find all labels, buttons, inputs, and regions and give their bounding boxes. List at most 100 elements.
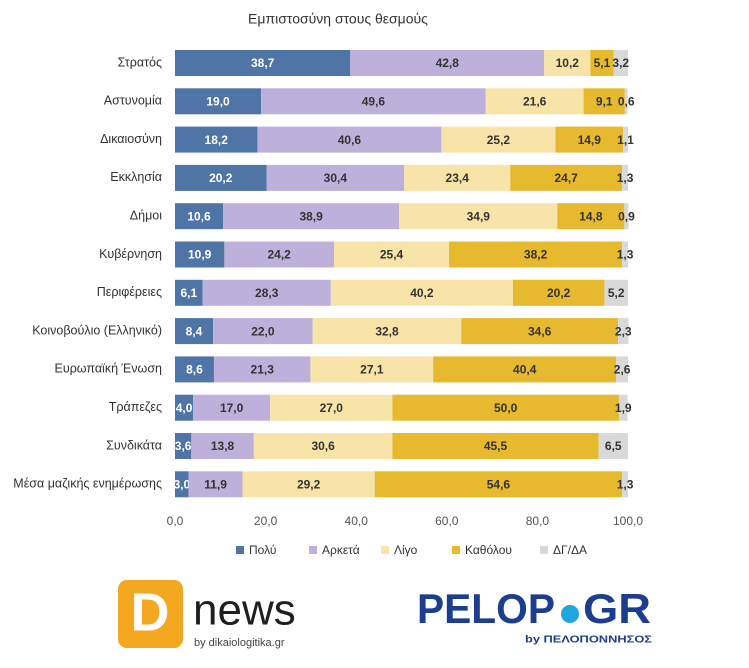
bar-segment (253, 433, 393, 459)
pelop-sub: by ΠΕΛΟΠΟΝΝΗΣΟΣ (525, 635, 652, 646)
bar-segment (257, 126, 442, 153)
bar-segment (175, 279, 203, 306)
chart-title: Εμπιστοσύνη στους θεσμούς (248, 11, 428, 27)
value-label: 24,2 (268, 248, 292, 262)
value-label: 49,6 (362, 94, 386, 108)
x-tick-label: 0,0 (167, 514, 184, 528)
value-label: 27,1 (360, 363, 384, 377)
value-label: 10,9 (188, 248, 212, 262)
y-tick-label: Αστυνομία (104, 94, 162, 108)
x-tick-label: 40,0 (345, 514, 369, 528)
x-tick-label: 100,0 (613, 514, 643, 528)
value-label: 14,9 (578, 133, 602, 147)
value-label: 6,1 (180, 286, 197, 300)
x-tick-label: 60,0 (435, 514, 459, 528)
value-label: 21,6 (523, 94, 547, 108)
bar-segment (622, 164, 628, 191)
value-label: 38,2 (524, 248, 548, 262)
value-label: 30,4 (324, 171, 348, 185)
value-label: 27,0 (320, 401, 344, 415)
value-label: 23,4 (446, 171, 470, 185)
bar-segment (485, 88, 584, 115)
value-label: 20,2 (209, 171, 233, 185)
y-tick-label: Μέσα μαζικής ενημέρωσης (13, 477, 162, 491)
bar-segment (613, 50, 628, 76)
value-label: 25,4 (380, 248, 404, 262)
bar-segment (330, 279, 513, 306)
value-label: 2,6 (614, 363, 631, 377)
value-label: 40,6 (338, 133, 362, 147)
bar-segment (193, 394, 271, 421)
value-label: 42,8 (436, 56, 460, 70)
bar-segment (374, 471, 623, 498)
bar-segment (399, 203, 558, 230)
legend-label: Πολύ (249, 543, 276, 557)
bar-segment (175, 50, 351, 76)
bar-segment (175, 318, 214, 345)
bar-segment (598, 433, 628, 459)
bar-segment (616, 356, 628, 383)
value-label: 54,6 (487, 477, 511, 491)
bar-segment (433, 356, 617, 383)
bar-segment (624, 88, 628, 115)
value-label: 40,2 (410, 286, 434, 300)
value-label: 29,2 (297, 477, 321, 491)
dnews-icon: D (131, 582, 170, 642)
bar-segment (223, 203, 400, 230)
bar-segment (622, 471, 628, 498)
value-label: 3,2 (612, 56, 629, 70)
bar-segment (622, 241, 628, 268)
legend-label: Αρκετά (322, 543, 360, 557)
pelop-left: PELOP (417, 585, 555, 632)
bar-segment (623, 126, 628, 153)
y-tick-label: Δήμοι (130, 208, 162, 222)
bar-segment (270, 394, 393, 421)
value-label: 5,1 (594, 56, 611, 70)
bar-segment (175, 164, 267, 191)
y-tick-label: Στρατός (118, 55, 162, 69)
value-label: 1,3 (617, 477, 634, 491)
bar-segment (461, 318, 619, 345)
bar-segment (583, 88, 625, 115)
bar-segment (191, 433, 254, 459)
bar-segment (618, 318, 629, 345)
bar-segment (510, 164, 623, 191)
value-label: 1,3 (617, 248, 634, 262)
value-label: 50,0 (494, 401, 518, 415)
value-label: 6,5 (605, 439, 622, 453)
value-label: 4,0 (176, 401, 193, 415)
bar-segment (618, 394, 628, 421)
value-label: 14,8 (579, 209, 603, 223)
value-label: 11,9 (204, 477, 227, 491)
y-tick-label: Εκκλησία (110, 170, 162, 184)
bar-segment (175, 471, 189, 498)
bar-segment (175, 88, 262, 115)
pelop-logo: PELOP GR by ΠΕΛΟΠΟΝΝΗΣΟΣ (417, 585, 652, 646)
y-tick-label: Κυβέρνηση (99, 247, 162, 261)
value-label: 45,5 (484, 439, 508, 453)
bar-segment (261, 88, 486, 115)
value-label: 20,2 (547, 286, 571, 300)
value-label: 8,6 (186, 363, 203, 377)
value-label: 5,2 (608, 286, 625, 300)
y-tick-label: Κοινοβούλιο (Ελληνικό) (32, 323, 162, 337)
legend-swatch (452, 546, 460, 554)
bar-segment (175, 356, 214, 383)
dnews-logo: D news by dikaiologitika.gr (118, 580, 296, 649)
bar-segment (175, 433, 192, 459)
value-label: 30,6 (311, 439, 335, 453)
legend-swatch (540, 546, 548, 554)
pelop-dot (561, 605, 579, 623)
value-label: 24,7 (554, 171, 578, 185)
dnews-sub: by dikaiologitika.gr (194, 637, 285, 649)
bar-segment (350, 50, 545, 76)
bar-segment (202, 279, 331, 306)
bar-segment (404, 164, 511, 191)
y-tick-label: Ευρωπαϊκή Ένωση (55, 362, 163, 376)
value-label: 19,0 (206, 94, 230, 108)
value-label: 17,0 (220, 401, 244, 415)
bar-segment (624, 203, 629, 230)
bar-segment (555, 126, 624, 153)
bar-segment (213, 356, 311, 383)
bar-segment (175, 203, 224, 230)
